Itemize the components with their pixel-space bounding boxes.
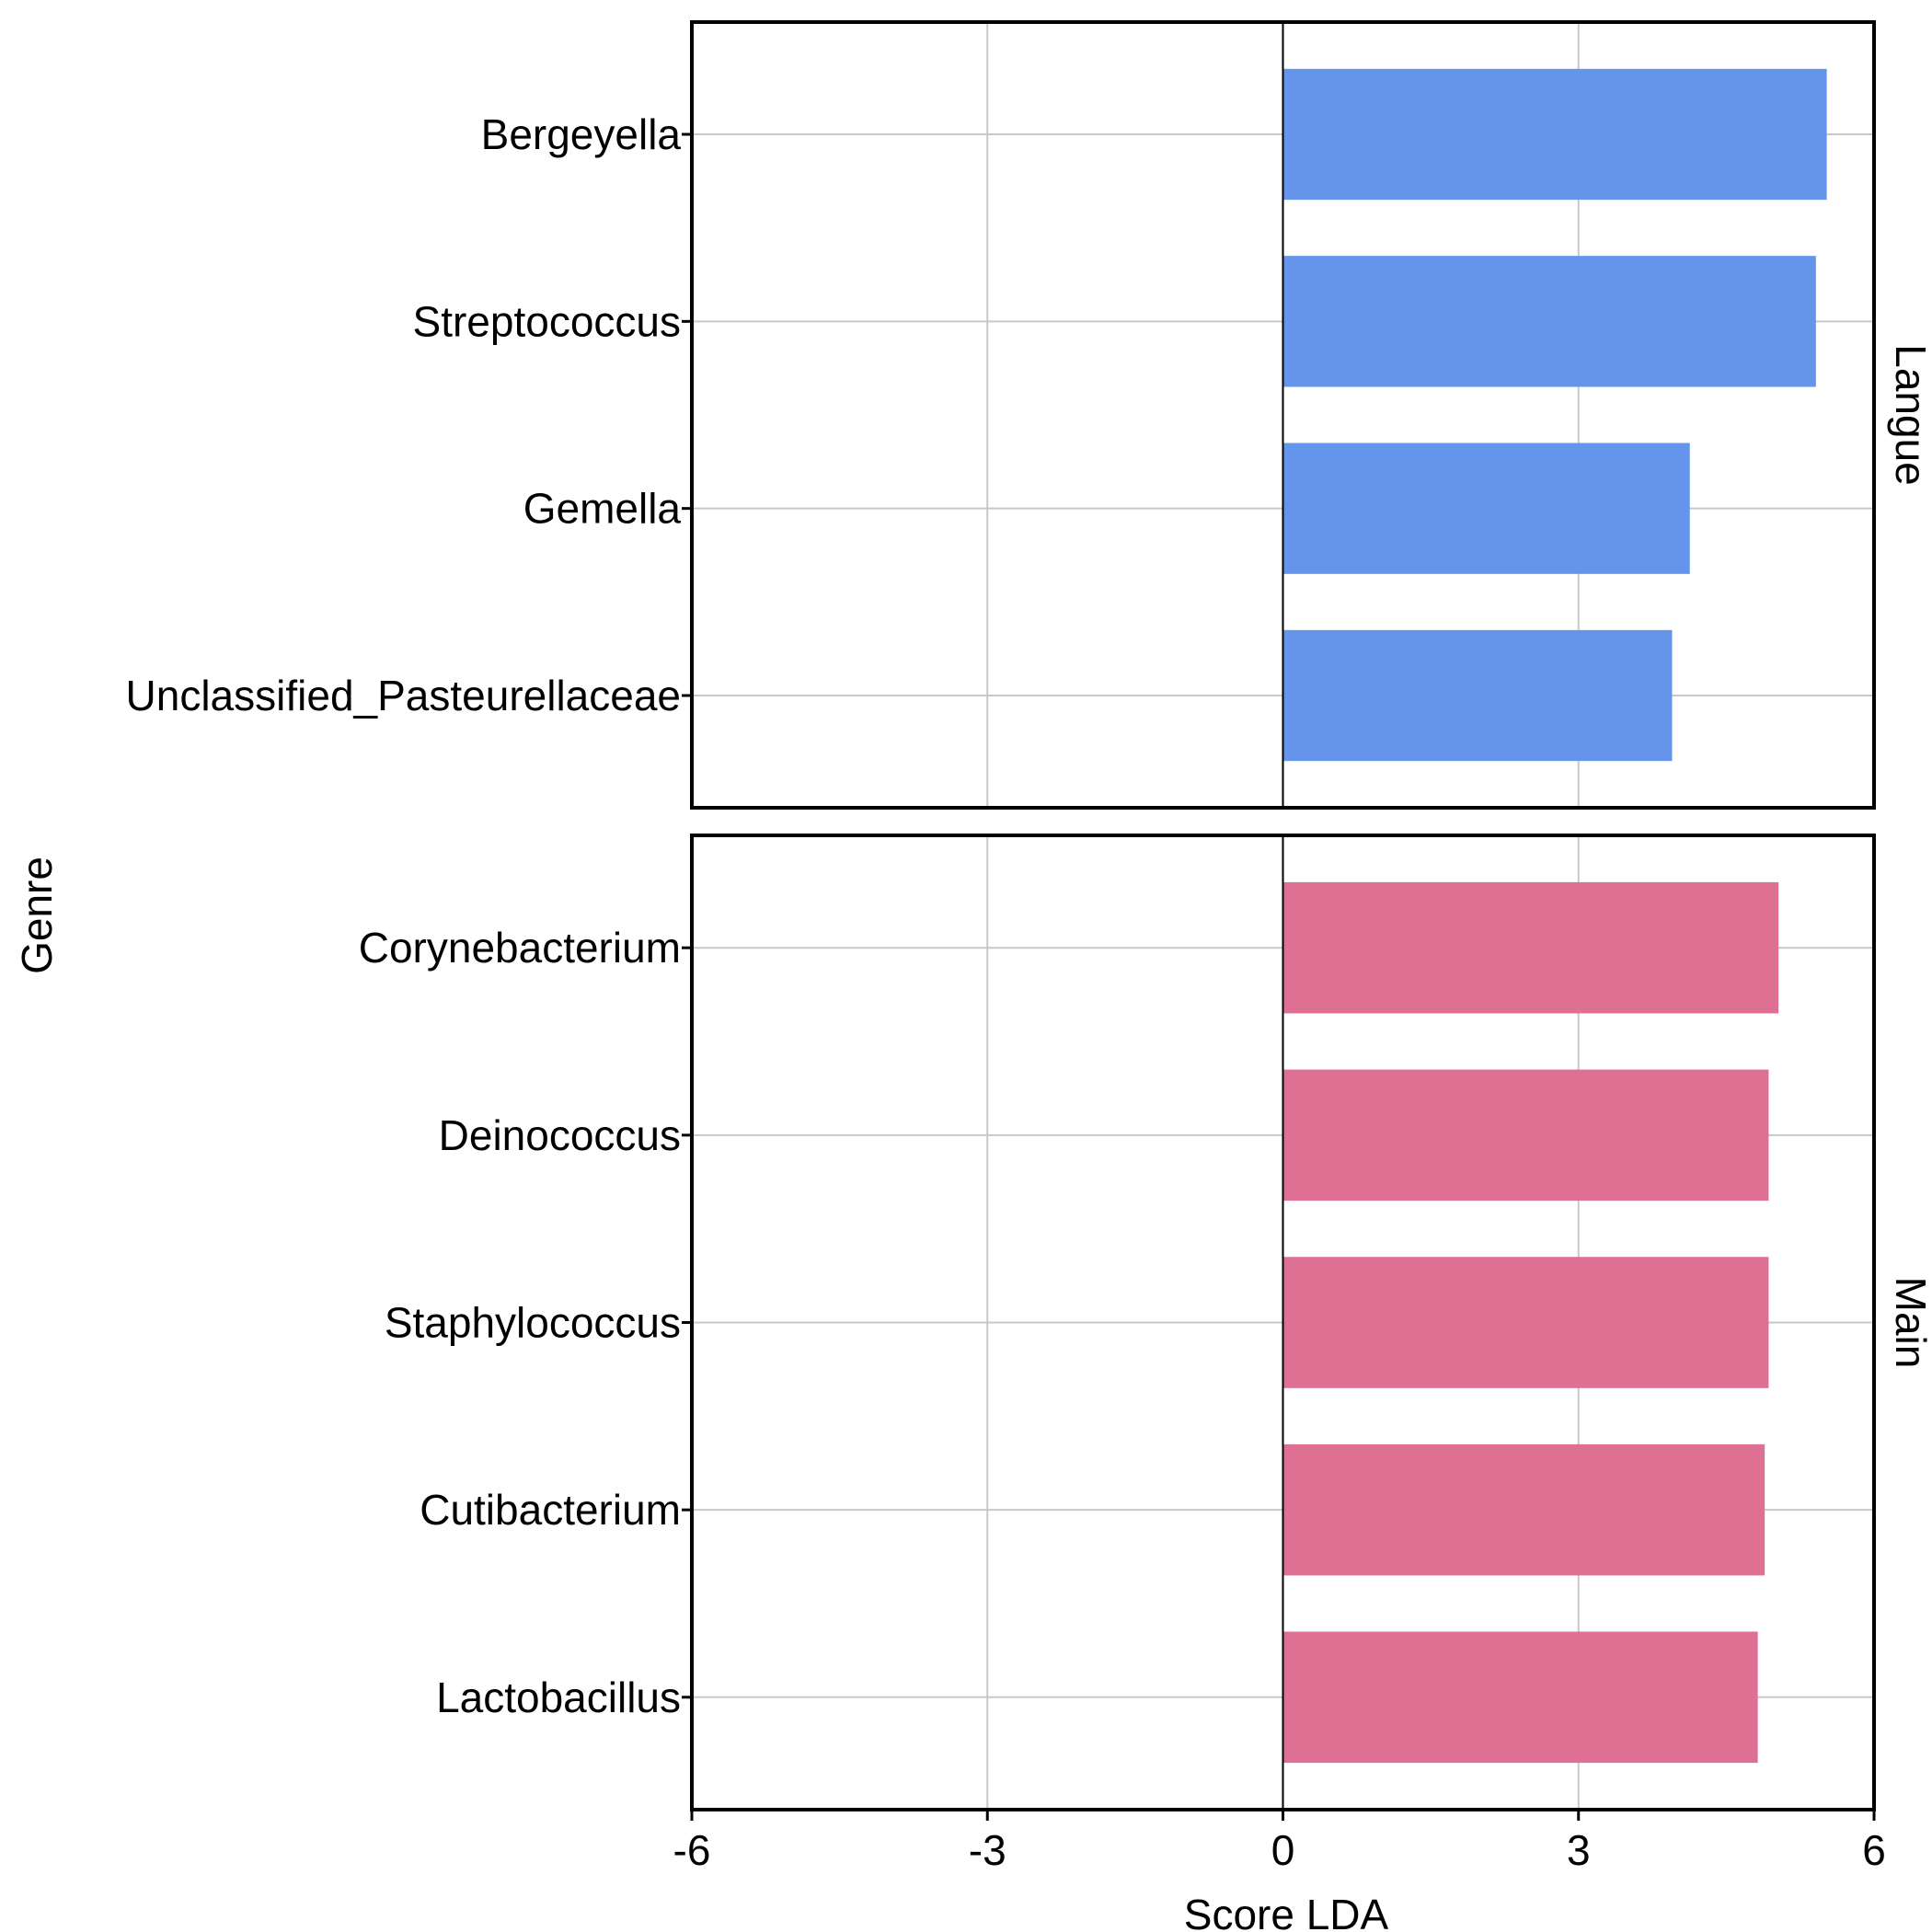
x-tick-label: 6 [1862, 1826, 1886, 1874]
x-tick-label: -6 [673, 1826, 711, 1874]
bar-deinococcus [1282, 1069, 1769, 1202]
category-label: Lactobacillus [436, 1673, 681, 1721]
category-label: Unclassified_Pasteurellaceae [126, 672, 681, 719]
category-label: Bergeyella [481, 110, 682, 158]
bar-lactobacillus [1282, 1631, 1758, 1764]
strip-label-main: Main [1887, 1277, 1932, 1369]
bar-corynebacterium [1282, 881, 1779, 1014]
panel-main: Corynebacterium Deinococcus Staphylococcus… [359, 834, 1932, 1811]
bar-gemella [1282, 443, 1690, 574]
category-label: Deinococcus [439, 1111, 681, 1159]
y-axis-title: Genre [13, 857, 61, 974]
category-label: Gemella [523, 485, 682, 533]
category-label: Cutibacterium [420, 1486, 681, 1534]
x-axis-title: Score LDA [1184, 1891, 1389, 1932]
x-tick-label: -3 [969, 1826, 1006, 1874]
category-label: Corynebacterium [359, 924, 681, 972]
category-label: Streptococcus [413, 297, 681, 345]
bar-cutibacterium [1282, 1443, 1765, 1576]
x-tick-label: 3 [1567, 1826, 1591, 1874]
bar-bergeyella [1282, 68, 1827, 201]
panel-border [690, 20, 1876, 810]
category-label: Staphylococcus [385, 1299, 681, 1347]
x-tick-label: 0 [1271, 1826, 1295, 1874]
bar-unclassified_pasteurellaceae [1282, 629, 1673, 762]
bar-streptococcus [1282, 256, 1816, 387]
panel-langue: Bergeyella Streptococcus Gemella Unclassifi… [126, 20, 1932, 810]
strip-label-langue: Langue [1887, 344, 1932, 486]
x-axis: -6 -3 0 3 6 [673, 1810, 1886, 1874]
panels-layer: Bergeyella Streptococcus Gemella Unclassifi… [126, 20, 1932, 1811]
bar-staphylococcus [1282, 1257, 1769, 1388]
